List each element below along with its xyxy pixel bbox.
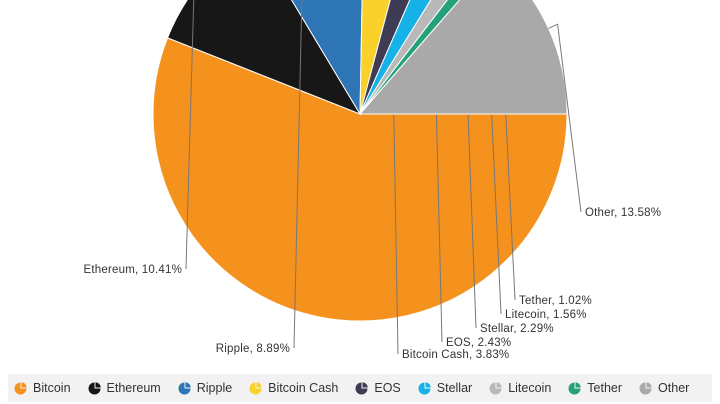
legend-item[interactable]: Other [639,381,689,395]
leader-line [499,0,516,301]
legend-item[interactable]: Stellar [418,381,472,395]
data-label: Ripple, 8.89% [216,343,290,355]
pie-icon [249,381,262,394]
chart-legend: Bitcoin Ethereum Ripple Bitcoin Cash EOS Stel… [8,374,712,402]
legend-label: EOS [374,381,401,395]
leader-line [548,23,582,213]
pie-icon [88,381,101,394]
leader-line [391,0,399,355]
pie-icon [14,381,27,394]
pie-slice-bitcoin[interactable] [152,37,568,322]
legend-label: Other [658,381,690,395]
legend-item[interactable]: Litecoin [489,381,551,395]
data-label: Stellar, 2.29% [480,323,554,335]
pie-chart: Ethereum, 10.41% Ripple, 8.89% Bitcoin Cas… [84,0,661,361]
legend-label: Bitcoin [33,381,71,395]
pie-icon [355,381,369,394]
leader-line [433,0,443,343]
legend-item[interactable]: Tether [568,381,622,395]
pie-slice-ripple[interactable] [254,0,364,116]
pie-slice-other[interactable] [358,0,568,115]
legend-label: Ethereum [106,381,161,395]
legend-item[interactable]: Ethereum [88,381,161,395]
pie-icon [639,381,652,394]
pie-icon [568,381,582,394]
data-label: Tether, 1.02% [519,295,592,307]
data-label: Bitcoin Cash, 3.83% [402,349,509,361]
legend-item[interactable]: Ripple [178,381,232,395]
data-label: EOS, 2.43% [446,337,511,349]
leader-line [463,0,477,329]
legend-label: Ripple [196,381,233,395]
leader-line [293,0,303,349]
legend-label: Tether [587,381,623,395]
data-label: Other, 13.58% [585,207,661,219]
leader-line [185,0,195,270]
pie-icon [489,381,503,394]
pie-icon [418,381,431,394]
legend-item[interactable]: Bitcoin Cash [249,381,338,395]
legend-label: Stellar [436,381,473,395]
leader-line [485,0,502,315]
data-label: Litecoin, 1.56% [505,309,587,321]
data-label: Ethereum, 10.41% [84,264,182,276]
legend-label: Litecoin [508,381,552,395]
pie-slice-bitcoin-cash[interactable] [359,0,413,115]
pie-slice-ethereum[interactable] [166,0,362,116]
legend-label: Bitcoin Cash [268,381,339,395]
legend-item[interactable]: Bitcoin [14,381,71,395]
pie-icon [178,381,191,394]
legend-item[interactable]: EOS [355,381,401,395]
